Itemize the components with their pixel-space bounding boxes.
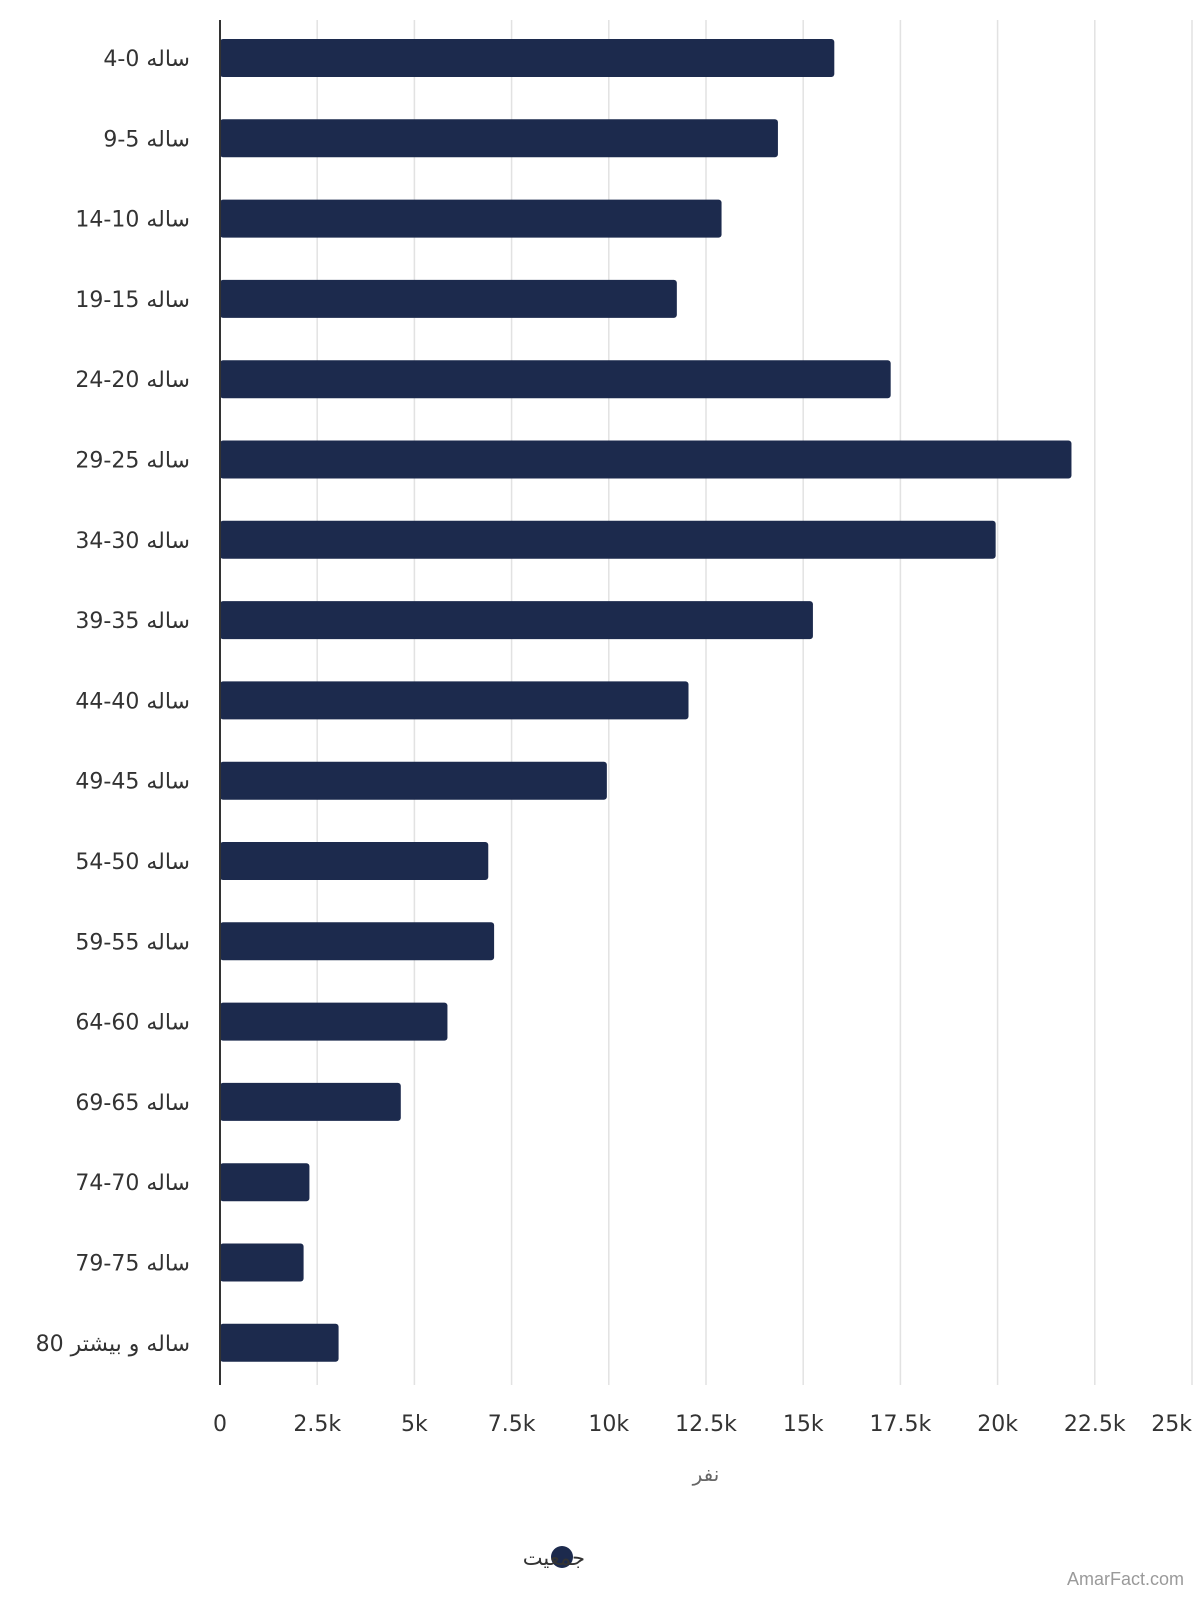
- category-label: ساله 35-39: [75, 609, 190, 634]
- x-tick-label: 12.5k: [675, 1412, 737, 1437]
- bar[interactable]: [220, 1323, 339, 1362]
- category-label: ساله 5-9: [103, 127, 190, 152]
- category-label: ساله 30-34: [75, 529, 190, 554]
- bar[interactable]: [220, 842, 489, 880]
- bar[interactable]: [220, 681, 689, 720]
- bar[interactable]: [220, 199, 722, 238]
- x-tick-label: 10k: [588, 1412, 629, 1437]
- x-tick-label: 25k: [1151, 1412, 1192, 1437]
- category-label: ساله 0-4: [103, 47, 190, 72]
- x-tick-label: 5k: [401, 1412, 428, 1437]
- category-label: ساله 75-79: [75, 1252, 190, 1277]
- legend-label: جمعیت: [523, 1546, 585, 1570]
- bar[interactable]: [220, 360, 891, 399]
- category-label: ساله و بیشتر 80: [36, 1332, 190, 1357]
- bar[interactable]: [220, 440, 1072, 479]
- watermark: AmarFact.com: [1066, 1569, 1184, 1589]
- x-tick-label: 7.5k: [488, 1412, 536, 1437]
- legend-marker-icon: [551, 1546, 573, 1568]
- category-label: ساله 55-59: [75, 930, 190, 955]
- category-label: ساله 15-19: [75, 288, 190, 313]
- x-tick-label: 15k: [783, 1412, 824, 1437]
- x-tick-label: 0: [213, 1412, 227, 1437]
- category-label: ساله 25-29: [75, 449, 190, 474]
- x-tick-labels: 0 2.5k 5k 7.5k 10k 12.5k 15k 17.5k 20k 22.5k 25k: [213, 1412, 1192, 1437]
- bar[interactable]: [220, 1163, 310, 1202]
- bar[interactable]: [220, 1243, 304, 1282]
- category-label: ساله 45-49: [75, 770, 190, 795]
- category-label: ساله 20-24: [75, 368, 190, 393]
- category-label: ساله 40-44: [75, 689, 190, 714]
- x-tick-label: 17.5k: [870, 1412, 932, 1437]
- bars: [220, 39, 1072, 1362]
- gridlines: [316, 20, 1193, 1385]
- bar[interactable]: [220, 922, 495, 961]
- category-label: ساله 70-74: [75, 1171, 190, 1196]
- bar[interactable]: [220, 1002, 448, 1041]
- category-label: ساله 50-54: [75, 850, 190, 875]
- legend[interactable]: جمعیت: [523, 1546, 585, 1570]
- bar[interactable]: [220, 520, 996, 559]
- category-label: ساله 65-69: [75, 1091, 190, 1116]
- x-axis-title: نفر: [692, 1462, 720, 1486]
- category-labels: ساله 0-4 ساله 5-9 ساله 10-14 ساله 15-19 ساله…: [36, 47, 190, 1357]
- category-label: ساله 10-14: [75, 208, 190, 233]
- x-tick-label: 2.5k: [293, 1412, 341, 1437]
- bar[interactable]: [220, 761, 607, 800]
- x-tick-label: 22.5k: [1064, 1412, 1126, 1437]
- bar[interactable]: [220, 1082, 401, 1121]
- bar[interactable]: [220, 601, 813, 640]
- bar[interactable]: [220, 39, 835, 77]
- bar[interactable]: [220, 279, 677, 318]
- bar[interactable]: [220, 119, 778, 158]
- category-label: ساله 60-64: [75, 1011, 190, 1036]
- x-tick-label: 20k: [977, 1412, 1018, 1437]
